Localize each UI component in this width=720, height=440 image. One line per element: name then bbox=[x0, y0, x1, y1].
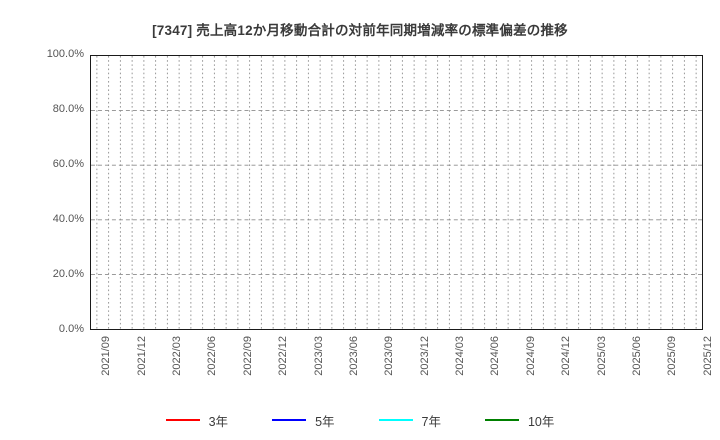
x-axis-tick-label: 2025/03 bbox=[595, 336, 608, 376]
x-axis-tick-label: 2024/09 bbox=[524, 336, 537, 376]
x-axis-tick-label: 2022/12 bbox=[277, 336, 290, 376]
legend-item[interactable]: 5年 bbox=[272, 411, 335, 430]
x-axis-tick-label: 2025/06 bbox=[630, 336, 643, 376]
legend-color-swatch bbox=[484, 419, 519, 421]
legend-label: 10年 bbox=[527, 414, 555, 429]
legend-label: 3年 bbox=[208, 414, 229, 429]
x-axis-tick-label: 2022/06 bbox=[206, 336, 219, 376]
x-axis-tick-label: 2025/09 bbox=[666, 336, 679, 376]
y-axis-tick-label: 20.0% bbox=[52, 268, 84, 280]
legend-label: 7年 bbox=[421, 414, 441, 429]
y-axis: 0.0% 20.0% 40.0% 60.0% 80.0% 100.0% bbox=[0, 0, 84, 440]
legend-item[interactable]: 3年 bbox=[165, 411, 229, 430]
x-axis-tick-label: 2023/12 bbox=[418, 336, 431, 376]
y-axis-tick-label: 100.0% bbox=[46, 48, 84, 60]
y-axis-tick-label: 60.0% bbox=[52, 158, 84, 170]
x-axis-tick-label: 2021/12 bbox=[135, 336, 148, 376]
y-axis-tick-label: 80.0% bbox=[52, 103, 84, 115]
legend-color-swatch bbox=[272, 419, 307, 421]
legend-color-swatch bbox=[378, 419, 413, 421]
legend-item[interactable]: 7年 bbox=[378, 411, 441, 430]
x-axis-tick-label: 2024/03 bbox=[454, 336, 467, 376]
x-axis-tick-label: 2022/03 bbox=[171, 336, 184, 376]
x-axis-tick-label: 2023/03 bbox=[312, 336, 325, 376]
chart-legend: 3年 5年 7年 10年 bbox=[0, 408, 720, 432]
plot-area bbox=[90, 55, 703, 330]
x-axis-tick-label: 2023/06 bbox=[347, 336, 360, 376]
legend-label: 5年 bbox=[315, 414, 335, 429]
y-axis-tick-label: 40.0% bbox=[52, 213, 84, 225]
x-axis-tick-label: 2024/12 bbox=[560, 336, 573, 376]
x-axis-tick-label: 2022/09 bbox=[241, 336, 254, 376]
y-axis-tick-label: 0.0% bbox=[58, 323, 84, 335]
x-axis-tick-label: 2024/06 bbox=[489, 336, 502, 376]
legend-item[interactable]: 10年 bbox=[484, 411, 555, 430]
x-axis-tick-label: 2021/09 bbox=[100, 336, 113, 376]
x-axis: 2021/09 2021/12 2022/03 2022/06 2022/09 2022/… bbox=[90, 330, 713, 400]
x-axis-tick-label: 2025/12 bbox=[701, 336, 714, 376]
x-axis-tick-label: 2023/09 bbox=[383, 336, 396, 376]
legend-color-swatch bbox=[165, 419, 200, 421]
chart-title: [7347] 売上高12か月移動合計の対前年同期増減率の標準偏差の推移 bbox=[152, 23, 568, 38]
data-series-layer bbox=[91, 56, 702, 329]
